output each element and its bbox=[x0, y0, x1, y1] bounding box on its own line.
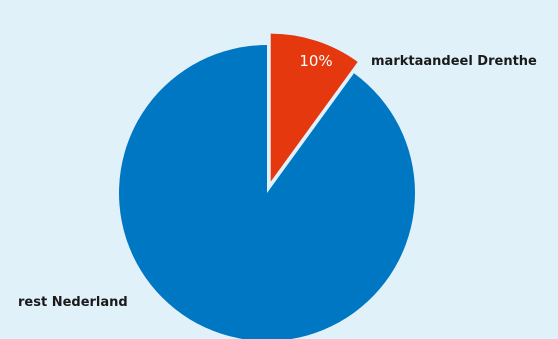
pie-slice-rest-nederland bbox=[119, 45, 415, 339]
slice-category-label: marktaandeel Drenthe bbox=[371, 54, 537, 69]
slice-value-label: 10% bbox=[299, 52, 332, 70]
slice-category-label: rest Nederland bbox=[18, 295, 128, 310]
pie-slice-marktaandeel-drenthe bbox=[270, 33, 358, 182]
